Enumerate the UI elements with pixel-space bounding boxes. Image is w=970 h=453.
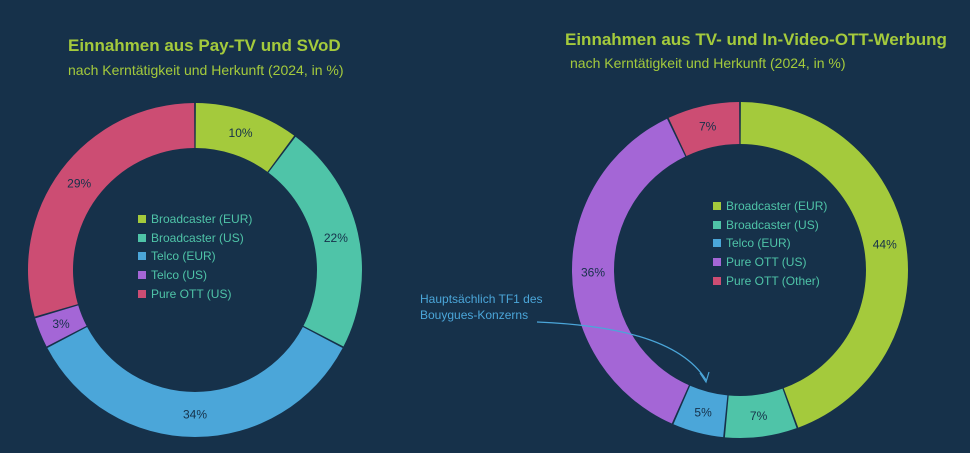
paytv-slice-broadcaster-eur [195, 103, 295, 172]
annotation-line-2: Bouygues-Konzerns [420, 308, 529, 322]
paytv-label-broadcaster-eur: 10% [229, 126, 253, 140]
legend-swatch [138, 252, 146, 261]
ads-slice-broadcaster-eur [740, 102, 908, 428]
legend-swatch [713, 258, 721, 267]
paytv-slice-pure-ott-us [27, 103, 195, 317]
ads-slice-broadcaster-us [724, 388, 797, 439]
legend-swatch [138, 289, 146, 298]
ads-legend-item-telco-eur: Telco (EUR) [713, 234, 827, 253]
ads-legend-item-pure-ott-other: Pure OTT (Other) [713, 271, 827, 290]
ads-legend-item-broadcaster-eur: Broadcaster (EUR) [713, 197, 827, 216]
right-chart-title: Einnahmen aus TV- und In-Video-OTT-Werbu… [565, 30, 947, 49]
legend-swatch [138, 215, 146, 224]
paytv-slice-telco-us [35, 305, 87, 347]
paytv-legend-item-broadcaster-eur: Broadcaster (EUR) [138, 210, 252, 229]
advertising-legend: Broadcaster (EUR) Broadcaster (US) Telco (… [713, 197, 827, 290]
legend-label: Broadcaster (US) [726, 217, 819, 232]
pay-tv-svod-donut-chart: 10% 22% 34% 3% 29% [27, 103, 362, 437]
ads-legend-item-pure-ott-us: Pure OTT (US) [713, 253, 827, 272]
paytv-legend-item-telco-us: Telco (US) [138, 266, 252, 285]
paytv-label-pure-ott-us: 29% [67, 177, 91, 191]
legend-swatch [713, 202, 721, 211]
legend-label: Telco (US) [151, 268, 208, 283]
paytv-label-broadcaster-us: 22% [324, 231, 348, 245]
pay-tv-svod-legend: Broadcaster (EUR) Broadcaster (US) Telco (… [138, 210, 252, 303]
ads-label-broadcaster-eur: 44% [873, 237, 897, 251]
legend-swatch [713, 220, 721, 229]
legend-label: Pure OTT (US) [726, 255, 807, 270]
ads-slice-pure-ott-other [668, 102, 740, 156]
left-chart-subtitle: nach Kerntätigkeit und Herkunft (2024, i… [68, 62, 344, 78]
ads-slice-telco-eur [673, 385, 728, 438]
ads-label-pure-ott-other: 7% [699, 120, 717, 134]
paytv-label-telco-eur: 34% [183, 408, 207, 422]
legend-swatch [713, 239, 721, 248]
paytv-legend-item-telco-eur: Telco (EUR) [138, 247, 252, 266]
legend-label: Broadcaster (EUR) [726, 199, 828, 214]
paytv-legend-item-pure-ott-us: Pure OTT (US) [138, 284, 252, 303]
legend-label: Pure OTT (Other) [726, 273, 820, 288]
tf1-annotation: Hauptsächlich TF1 des Bouygues-Konzerns [420, 291, 543, 323]
paytv-slice-telco-eur [47, 326, 343, 437]
legend-swatch [713, 276, 721, 285]
legend-label: Broadcaster (EUR) [151, 212, 253, 227]
paytv-legend-item-broadcaster-us: Broadcaster (US) [138, 229, 252, 248]
legend-label: Telco (EUR) [726, 236, 791, 251]
legend-label: Pure OTT (US) [151, 286, 232, 301]
legend-label: Telco (EUR) [151, 249, 216, 264]
ads-label-pure-ott-us: 36% [581, 265, 605, 279]
paytv-slice-broadcaster-us [268, 136, 362, 347]
annotation-line-1: Hauptsächlich TF1 des [420, 292, 543, 306]
legend-swatch [138, 233, 146, 242]
paytv-label-telco-us: 3% [52, 317, 70, 331]
ads-label-telco-eur: 5% [694, 405, 712, 419]
right-chart-subtitle: nach Kerntätigkeit und Herkunft (2024, i… [570, 55, 846, 71]
ads-label-broadcaster-us: 7% [750, 409, 768, 423]
ads-legend-item-broadcaster-us: Broadcaster (US) [713, 216, 827, 235]
legend-label: Broadcaster (US) [151, 230, 244, 245]
left-chart-title: Einnahmen aus Pay-TV und SVoD [68, 36, 341, 55]
legend-swatch [138, 271, 146, 280]
